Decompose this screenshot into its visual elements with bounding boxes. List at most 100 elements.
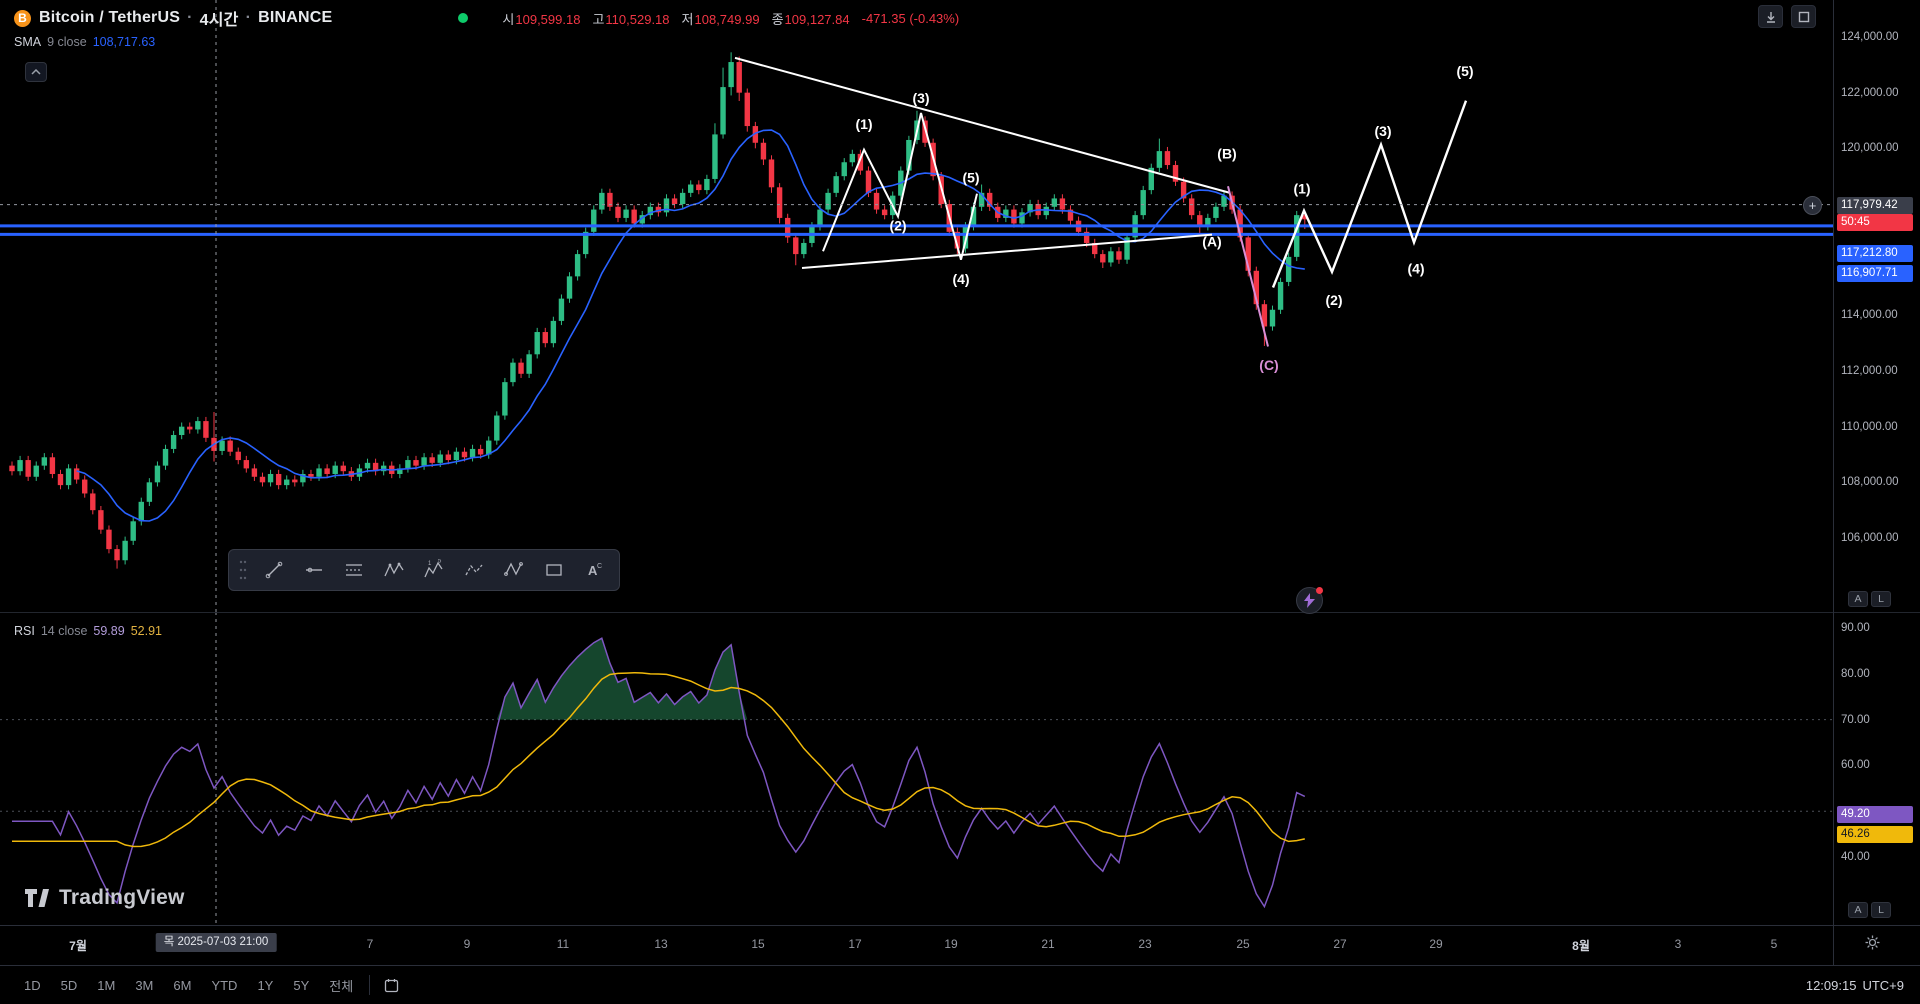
wave-label[interactable]: (3) <box>1374 123 1391 139</box>
legend-collapse-button[interactable] <box>25 62 47 82</box>
go-to-date-button[interactable] <box>378 973 404 997</box>
range-button-5d[interactable]: 5D <box>60 977 78 993</box>
quick-action-button[interactable] <box>1296 587 1323 614</box>
time-tick-label: 7 <box>366 937 374 951</box>
toolbar-drag-handle[interactable] <box>239 557 249 583</box>
zigzag-pattern-tool[interactable] <box>455 553 493 587</box>
xabcd-pattern-tool[interactable] <box>375 553 413 587</box>
price-axis[interactable]: 124,000.00 122,000.00 120,000.00 114,000.00… <box>1833 0 1920 925</box>
horizontal-ray-tool[interactable] <box>295 553 333 587</box>
triangle-lower-line[interactable] <box>801 233 1213 269</box>
wave-label[interactable]: (2) <box>889 217 906 233</box>
price-scale-plus-icon[interactable]: + <box>1803 196 1822 215</box>
rsi-ma-line[interactable] <box>12 671 1305 848</box>
download-icon <box>1766 11 1775 23</box>
clock-time: 12:09:15 <box>1805 977 1857 993</box>
auto-scale-button[interactable]: A <box>1848 591 1868 607</box>
wave-label[interactable]: (B) <box>1217 145 1236 161</box>
triangle-upper-line[interactable] <box>734 56 1231 194</box>
wave-label[interactable]: (5) <box>1456 63 1473 79</box>
time-tick-label: 5 <box>1770 937 1778 951</box>
interval-label[interactable]: 4시간 <box>199 12 239 29</box>
range-selector: 1D 5D 1M 3M 6M YTD 1Y 5Y 전체 <box>16 973 361 998</box>
wave-label[interactable]: (2) <box>1325 292 1342 308</box>
wave-label[interactable]: (1) <box>855 116 872 132</box>
wave-label[interactable]: (1) <box>1293 181 1310 197</box>
wave-projection-line[interactable] <box>1271 100 1468 288</box>
clock[interactable]: 12:09:15 UTC+9 <box>1806 978 1904 993</box>
title-separator: · <box>187 9 193 26</box>
range-button-1y[interactable]: 1Y <box>257 977 274 993</box>
symbol-title[interactable]: Bitcoin / TetherUS · 4시간 · BINANCE <box>39 6 332 30</box>
fullscreen-icon <box>1798 11 1809 22</box>
range-button-6m[interactable]: 6M <box>173 977 192 993</box>
horizontal-ray-icon <box>306 567 322 573</box>
wave-zigzag-line[interactable] <box>822 112 978 260</box>
wave-label[interactable]: (4) <box>1407 260 1424 276</box>
wave-label[interactable]: (3) <box>912 90 929 106</box>
market-status-icon[interactable] <box>458 13 469 23</box>
wave-label[interactable]: (C) <box>1259 357 1278 373</box>
time-tick-label: 7월 <box>69 939 87 953</box>
axis-corner <box>1833 925 1920 965</box>
rsi-tick-label: 80.00 <box>1841 667 1870 680</box>
range-button-1m[interactable]: 1M <box>97 977 116 993</box>
rsi-auto-scale-button[interactable]: A <box>1848 902 1868 918</box>
range-button-1d[interactable]: 1D <box>24 977 41 993</box>
tradingview-mark-icon <box>25 889 49 907</box>
rsi-chart-canvas[interactable] <box>0 612 1833 925</box>
wave-label[interactable]: (5) <box>962 170 979 186</box>
time-tick-label: 8월 <box>1572 939 1590 953</box>
rsi-log-scale-button[interactable]: L <box>1871 902 1891 918</box>
wave-label[interactable]: (A) <box>1202 233 1221 249</box>
trend-line-tool[interactable] <box>255 553 293 587</box>
rsi-tick-label: 40.00 <box>1841 851 1870 863</box>
rsi-legend[interactable]: RSI 14 close 59.89 52.91 <box>14 624 162 638</box>
candles-layer <box>9 52 1308 569</box>
range-button-5y[interactable]: 5Y <box>293 977 310 993</box>
drag-dots-icon <box>239 560 247 580</box>
wave-label[interactable]: (4) <box>952 271 969 287</box>
main-scale-buttons: A L <box>1848 591 1891 607</box>
range-button-3m[interactable]: 3M <box>135 977 154 993</box>
price-tick-label: 122,000.00 <box>1841 86 1899 99</box>
svg-text:C: C <box>597 563 602 570</box>
time-tick-label: 19 <box>944 937 958 951</box>
svg-text:5: 5 <box>438 559 442 565</box>
svg-text:A: A <box>588 563 598 578</box>
ohlc-values: 시109,599.18 고110,529.18 저108,749.99 종109… <box>502 9 959 28</box>
symbol-name[interactable]: Bitcoin / TetherUS <box>39 9 181 26</box>
rsi-name: RSI <box>14 624 35 638</box>
rectangle-tool[interactable] <box>535 553 573 587</box>
rsi-ma-value: 52.91 <box>130 624 162 638</box>
fullscreen-button[interactable] <box>1791 5 1816 28</box>
parallel-channel-icon <box>346 564 362 576</box>
sma-legend[interactable]: SMA 9 close 108,717.63 <box>14 35 155 49</box>
log-scale-button[interactable]: L <box>1871 591 1891 607</box>
time-settings-button[interactable] <box>1865 935 1880 955</box>
rsi-value: 59.89 <box>93 624 125 638</box>
range-button-전체[interactable]: 전체 <box>329 978 354 994</box>
tradingview-logo[interactable]: TradingView <box>24 886 185 910</box>
exchange-label[interactable]: BINANCE <box>258 9 333 26</box>
parallel-channel-tool[interactable] <box>335 553 373 587</box>
range-button-ytd[interactable]: YTD <box>211 977 238 993</box>
time-axis[interactable]: 7월 7 9 11 13 15 17 19 21 23 25 27 29 8월 3 5 목 2025-07-0… <box>0 925 1833 965</box>
rsi-tick-label: 90.00 <box>1841 622 1870 634</box>
main-chart-canvas[interactable]: (1) (2) (3) (4) (5) (A) (B) (C) (1) (2) (3) (4) (5) <box>0 0 1833 612</box>
crosshair-price-label: 117,979.42 <box>1837 197 1913 214</box>
pane-divider[interactable] <box>0 612 1920 613</box>
abcd-pattern-tool[interactable] <box>495 553 533 587</box>
trend-line-icon <box>265 561 283 579</box>
rsi-tick-label: 60.00 <box>1841 759 1870 772</box>
b-to-c-line[interactable] <box>1227 185 1269 347</box>
time-tick-label: 25 <box>1236 937 1250 951</box>
rsi-line[interactable] <box>12 637 1306 909</box>
download-button[interactable] <box>1758 5 1783 28</box>
hline-price-label-1: 117,212.80 <box>1837 245 1913 262</box>
time-tick-label: 23 <box>1138 937 1152 951</box>
time-tick-label: 11 <box>556 937 570 951</box>
